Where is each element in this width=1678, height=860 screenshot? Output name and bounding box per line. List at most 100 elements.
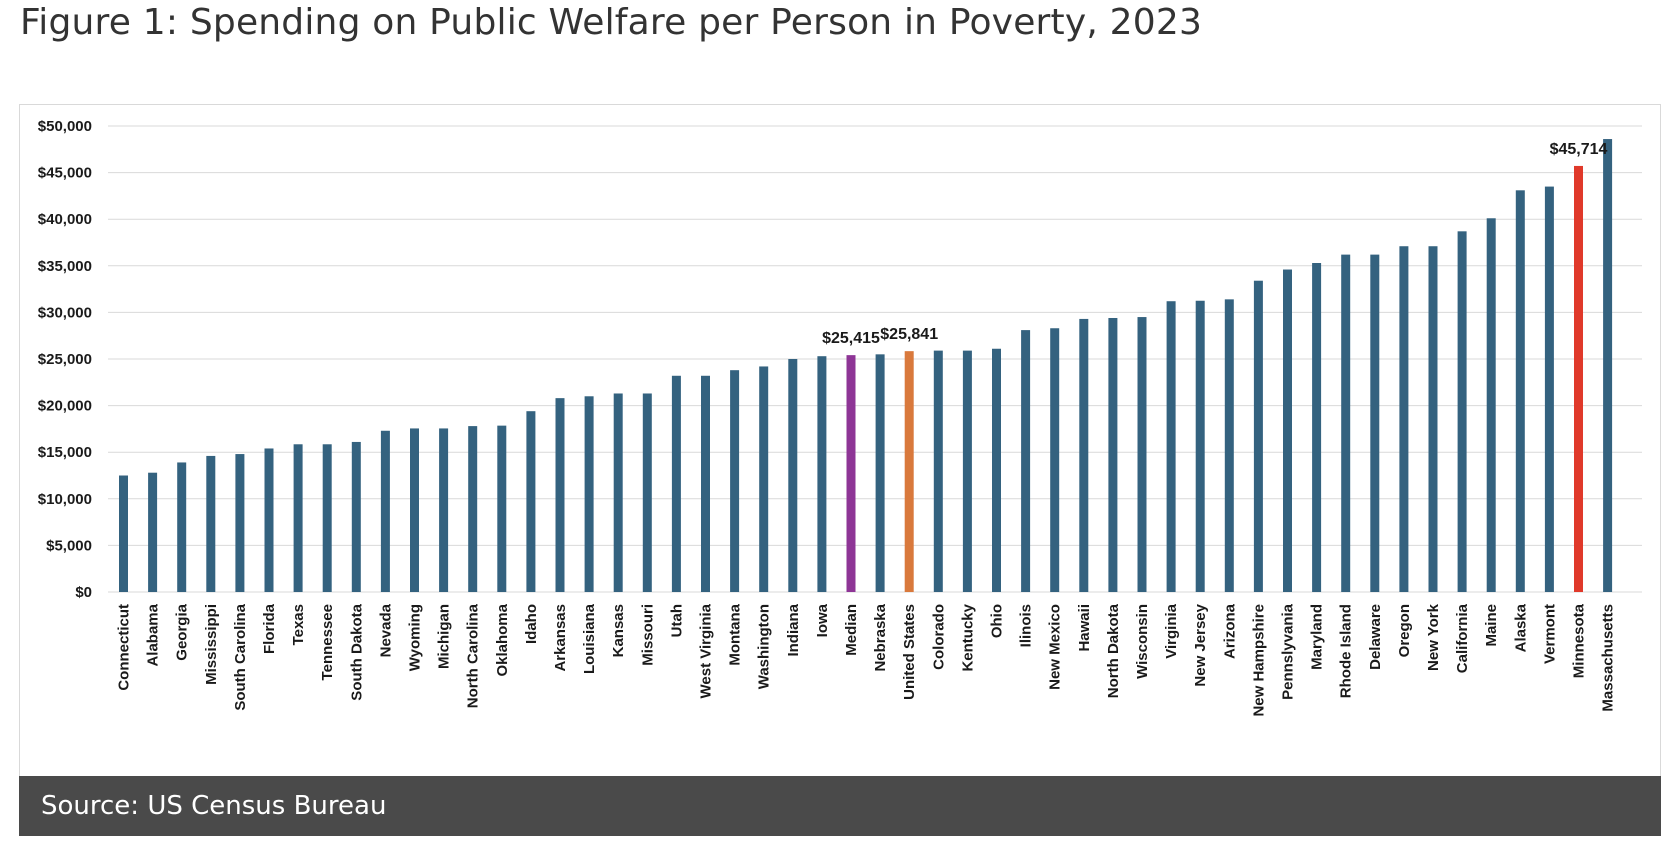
bar bbox=[1341, 254, 1351, 592]
bar bbox=[1253, 280, 1263, 592]
x-tick-label: Montana bbox=[727, 603, 744, 665]
x-tick-label: Colorado bbox=[930, 604, 947, 670]
x-tick-label: West Virginia bbox=[698, 603, 715, 698]
bar bbox=[1050, 328, 1060, 592]
bar bbox=[1283, 269, 1292, 592]
x-tick-label: Delaware bbox=[1367, 604, 1384, 670]
x-tick-label: Oklahoma bbox=[494, 603, 511, 676]
x-tick-label: Kansas bbox=[610, 604, 627, 657]
y-tick-label: $35,000 bbox=[38, 258, 92, 275]
x-tick-label: New York bbox=[1425, 603, 1442, 671]
gridlines bbox=[108, 125, 1642, 593]
bar bbox=[1544, 186, 1554, 592]
x-tick-label: New Mexico bbox=[1047, 604, 1064, 690]
x-tick-label: Connecticut bbox=[116, 604, 133, 691]
x-tick-label: South Dakota bbox=[348, 603, 365, 700]
y-axis-ticks: $0 $5,000 $10,000 $15,000 $20,000 $25,000 $30,… bbox=[38, 118, 92, 601]
x-tick-label: Alaska bbox=[1512, 603, 1529, 652]
bar bbox=[671, 375, 681, 592]
bar bbox=[584, 396, 594, 592]
bar bbox=[410, 428, 419, 592]
x-tick-label: Florida bbox=[261, 603, 278, 654]
x-tick-label: Ilinois bbox=[1018, 604, 1035, 647]
bar bbox=[1195, 300, 1205, 592]
x-tick-label: Wyoming bbox=[407, 604, 424, 671]
bar bbox=[817, 356, 827, 592]
bar bbox=[555, 398, 565, 592]
x-tick-label: Georgia bbox=[174, 603, 191, 660]
y-tick-label: $50,000 bbox=[38, 118, 92, 135]
bar bbox=[1108, 317, 1118, 592]
x-tick-label: Massachusetts bbox=[1600, 604, 1617, 712]
y-tick-label: $15,000 bbox=[38, 444, 92, 461]
bar bbox=[1486, 218, 1496, 592]
bar bbox=[613, 393, 623, 592]
x-tick-label: New Hampshire bbox=[1250, 604, 1267, 717]
x-tick-label: Oregon bbox=[1396, 604, 1413, 657]
bar bbox=[759, 366, 769, 592]
bar bbox=[497, 425, 507, 592]
bar bbox=[526, 411, 536, 592]
x-tick-label: Indiana bbox=[785, 603, 802, 656]
bar bbox=[642, 393, 652, 592]
bar bbox=[904, 351, 914, 592]
bar bbox=[1224, 299, 1234, 592]
x-axis-ticks: Connecticut Alabama Georgia Mississippi Sout… bbox=[116, 603, 1617, 716]
data-label: $25,841 bbox=[880, 326, 938, 343]
x-tick-label: Tennessee bbox=[319, 604, 336, 680]
bar bbox=[439, 428, 449, 592]
data-label: $25,415 bbox=[822, 330, 880, 347]
x-tick-label: Hawaii bbox=[1076, 604, 1093, 652]
x-tick-label: Missouri bbox=[639, 604, 656, 666]
y-tick-label: $20,000 bbox=[38, 398, 92, 415]
x-tick-label: Iowa bbox=[814, 603, 831, 637]
bar bbox=[730, 370, 740, 592]
data-labels: $25,415 $25,841 $45,714 bbox=[822, 141, 1607, 347]
x-tick-label: Washington bbox=[756, 604, 773, 689]
x-tick-label: Nevada bbox=[377, 603, 394, 657]
y-tick-label: $10,000 bbox=[38, 491, 92, 508]
bar bbox=[351, 441, 361, 592]
bar bbox=[1428, 246, 1438, 592]
chart-title: Figure 1: Spending on Public Welfare per… bbox=[20, 2, 1203, 43]
x-tick-label: Pennslyvania bbox=[1280, 603, 1297, 700]
x-tick-label: North Carolina bbox=[465, 603, 482, 708]
bar bbox=[119, 475, 128, 592]
bar bbox=[846, 355, 856, 592]
bar bbox=[1312, 263, 1322, 592]
y-tick-label: $30,000 bbox=[38, 304, 92, 321]
x-tick-label: Rhode Island bbox=[1338, 604, 1355, 698]
x-tick-label: South Carolina bbox=[232, 603, 249, 710]
source-text: Source: US Census Bureau bbox=[41, 791, 387, 821]
bar bbox=[1137, 317, 1147, 592]
bar bbox=[264, 448, 274, 592]
bars bbox=[119, 139, 1613, 593]
bar bbox=[1021, 330, 1031, 592]
bar bbox=[992, 348, 1001, 592]
x-tick-label: Alabama bbox=[145, 603, 162, 666]
x-tick-label: Maryland bbox=[1309, 604, 1326, 670]
bar bbox=[1515, 190, 1525, 593]
x-tick-label: California bbox=[1454, 603, 1471, 673]
bar bbox=[235, 454, 245, 592]
x-tick-label: Louisiana bbox=[581, 603, 598, 674]
x-tick-label: Virginia bbox=[1163, 603, 1180, 658]
bar bbox=[206, 455, 216, 592]
bar bbox=[1399, 246, 1409, 592]
x-tick-label: Wisconsin bbox=[1134, 604, 1151, 679]
x-tick-label: Utah bbox=[668, 604, 685, 637]
bar bbox=[1166, 301, 1176, 592]
bar bbox=[148, 472, 158, 592]
x-tick-label: United States bbox=[901, 604, 918, 700]
bar bbox=[788, 359, 798, 592]
y-tick-label: $45,000 bbox=[38, 165, 92, 182]
y-tick-label: $40,000 bbox=[38, 211, 92, 228]
x-tick-label: Mississippi bbox=[203, 604, 220, 685]
bar bbox=[322, 444, 332, 592]
bar bbox=[468, 426, 478, 592]
x-tick-label: Median bbox=[843, 604, 860, 656]
x-tick-label: Arizona bbox=[1221, 603, 1238, 659]
y-tick-label: $25,000 bbox=[38, 351, 92, 368]
x-tick-label: North Dakota bbox=[1105, 603, 1122, 698]
chart-frame: $0 $5,000 $10,000 $15,000 $20,000 $25,000 $30,… bbox=[19, 104, 1661, 776]
